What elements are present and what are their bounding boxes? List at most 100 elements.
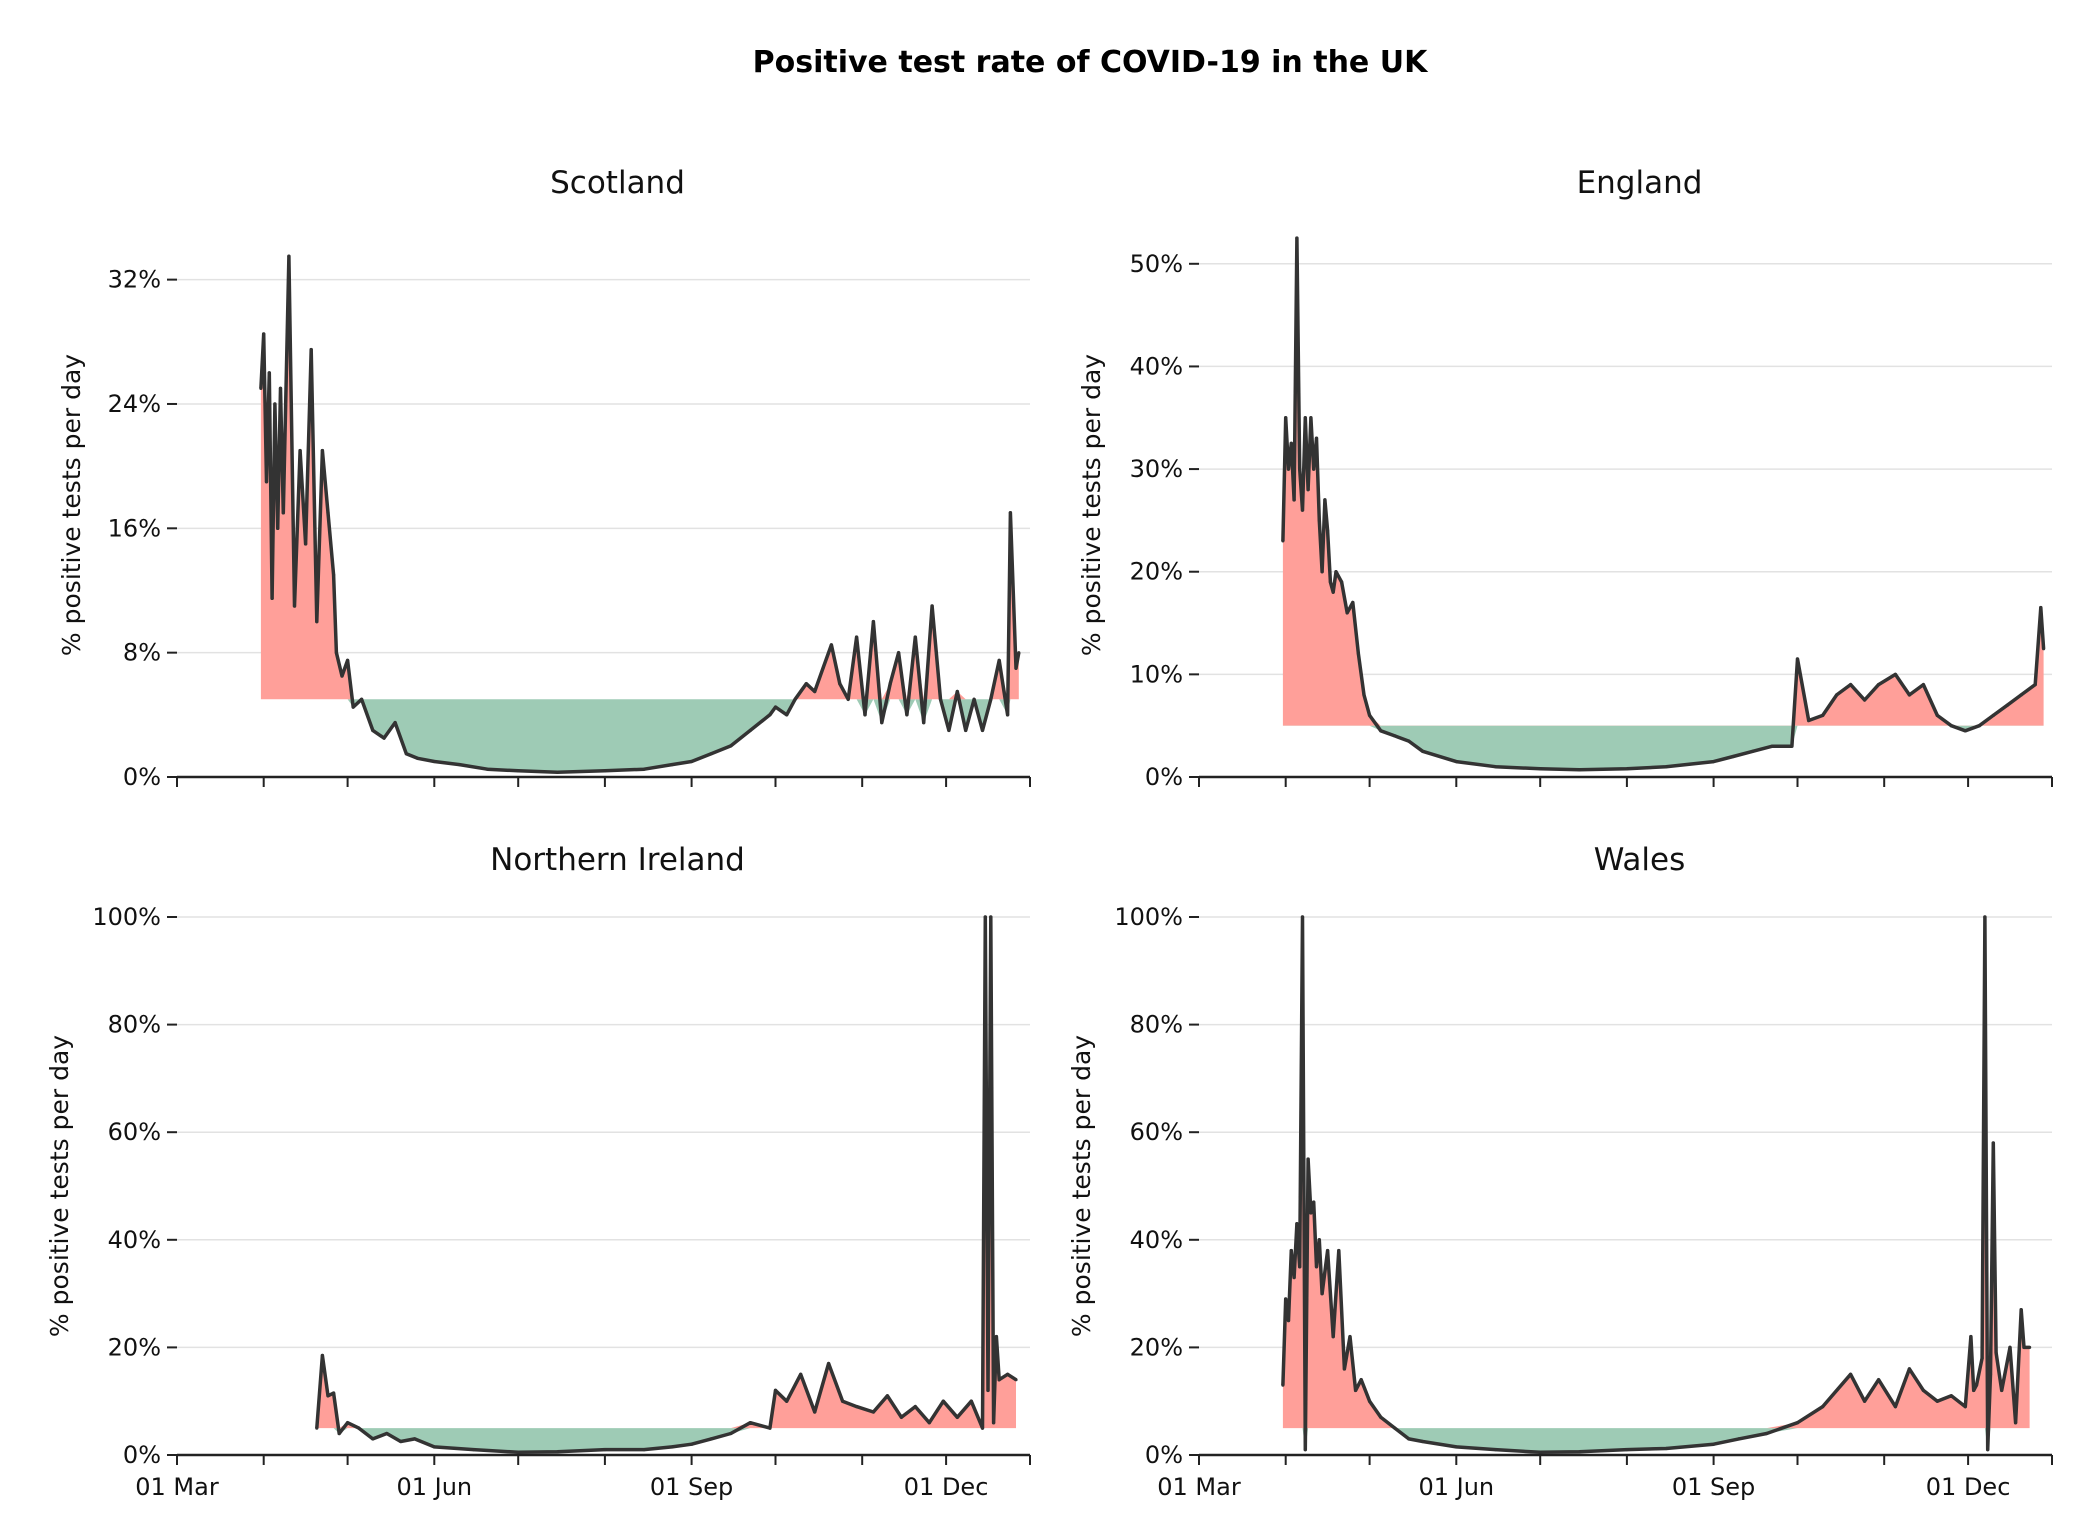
- x-tick-label: 01 Mar: [1157, 1473, 1241, 1501]
- data-point: [1795, 1421, 1800, 1425]
- data-point: [913, 1405, 917, 1409]
- data-point: [1368, 713, 1372, 718]
- data-point: [1393, 1426, 1397, 1430]
- data-point: [287, 254, 291, 258]
- y-tick-label: 60%: [1130, 1118, 1183, 1146]
- data-point: [1835, 693, 1839, 697]
- panel-title: England: [1577, 165, 1703, 201]
- data-point: [273, 402, 277, 406]
- data-point: [432, 759, 436, 764]
- data-point: [905, 713, 909, 717]
- data-point: [1309, 1211, 1313, 1215]
- data-point: [871, 620, 876, 624]
- data-point: [309, 348, 313, 352]
- data-point: [2000, 1388, 2004, 1392]
- data-point: [1849, 683, 1853, 687]
- data-point: [690, 1442, 694, 1446]
- data-point: [1281, 1383, 1285, 1387]
- data-point: [1281, 539, 1285, 543]
- data-point: [1712, 1442, 1716, 1446]
- y-tick-label: 24%: [108, 390, 161, 418]
- data-point: [1407, 739, 1411, 743]
- data-point: [357, 1426, 361, 1430]
- panels: 0% 8% 16% 24% 32% Scotland % positive tests pe…: [45, 165, 2053, 1501]
- data-point: [1921, 683, 1925, 687]
- area-above-threshold: [316, 917, 1017, 1429]
- data-point: [997, 658, 1001, 663]
- data-point: [516, 769, 520, 773]
- data-point: [888, 682, 892, 686]
- data-point: [1309, 416, 1313, 420]
- y-tick-label: 0%: [1145, 763, 1183, 791]
- data-point: [555, 770, 560, 774]
- data-point: [1014, 666, 1018, 670]
- data-point: [326, 1394, 330, 1398]
- data-point: [642, 1448, 646, 1452]
- area-above-threshold: [1282, 917, 2030, 1429]
- data-point: [1328, 580, 1332, 584]
- data-point: [994, 1335, 999, 1339]
- area-below-threshold: [316, 1428, 1017, 1453]
- y-tick-label: 80%: [108, 1011, 161, 1039]
- data-point: [986, 1388, 990, 1392]
- data-point: [1323, 498, 1327, 502]
- data-point: [969, 1399, 973, 1403]
- data-point: [1317, 1238, 1321, 1242]
- data-point: [1751, 749, 1755, 753]
- data-point: [980, 1426, 985, 1430]
- data-point: [1921, 1388, 1925, 1392]
- data-point: [1577, 768, 1581, 772]
- data-point: [1286, 1318, 1291, 1323]
- data-point: [871, 1410, 876, 1414]
- data-point: [1877, 683, 1881, 687]
- data-point: [326, 511, 330, 515]
- data-point: [941, 1399, 945, 1403]
- data-point: [1312, 1200, 1316, 1204]
- y-axis-label: % positive tests per day: [45, 1035, 74, 1337]
- data-point: [799, 1372, 803, 1376]
- data-point: [938, 697, 943, 701]
- data-point: [1765, 1431, 1769, 1436]
- data-point: [2005, 703, 2009, 707]
- data-point: [351, 705, 355, 709]
- data-point: [863, 713, 867, 717]
- data-point: [432, 1445, 436, 1449]
- data-point: [1312, 467, 1316, 471]
- data-point: [603, 1448, 607, 1452]
- data-point: [785, 1399, 789, 1403]
- data-point: [332, 1391, 336, 1395]
- panel-title: Scotland: [550, 165, 685, 201]
- data-point: [1538, 1450, 1542, 1454]
- data-point: [1893, 1405, 1897, 1409]
- data-point: [773, 1388, 778, 1392]
- data-point: [1935, 1399, 1939, 1403]
- data-point: [1421, 1439, 1425, 1444]
- data-point: [320, 1353, 324, 1358]
- data-point: [1907, 1367, 1911, 1371]
- y-tick-label: 0%: [1145, 1441, 1183, 1469]
- data-point: [1664, 1446, 1668, 1451]
- series-line: [259, 254, 1021, 775]
- panel-scotland: 0% 8% 16% 24% 32% Scotland % positive tests pe…: [57, 165, 1031, 791]
- data-point: [729, 1431, 733, 1436]
- y-tick-label: 30%: [1130, 455, 1183, 483]
- x-tick-label: 01 Sep: [650, 1473, 733, 1501]
- data-point: [334, 651, 338, 655]
- data-point: [1289, 441, 1293, 445]
- data-point: [1737, 1437, 1741, 1441]
- data-point: [1407, 1437, 1411, 1441]
- data-point: [841, 1399, 845, 1403]
- data-point: [267, 371, 271, 375]
- data-point: [262, 332, 266, 336]
- data-point: [1292, 498, 1296, 502]
- data-point: [1292, 1275, 1296, 1280]
- data-point: [773, 705, 778, 709]
- data-point: [259, 386, 263, 390]
- data-point: [382, 736, 386, 740]
- y-tick-label: 60%: [108, 1118, 161, 1146]
- y-tick-label: 40%: [1130, 1226, 1183, 1254]
- x-tick-label: 01 Mar: [135, 1473, 219, 1501]
- data-point: [1337, 1249, 1341, 1253]
- y-axis-label: % positive tests per day: [57, 354, 86, 656]
- y-tick-label: 50%: [1130, 250, 1183, 278]
